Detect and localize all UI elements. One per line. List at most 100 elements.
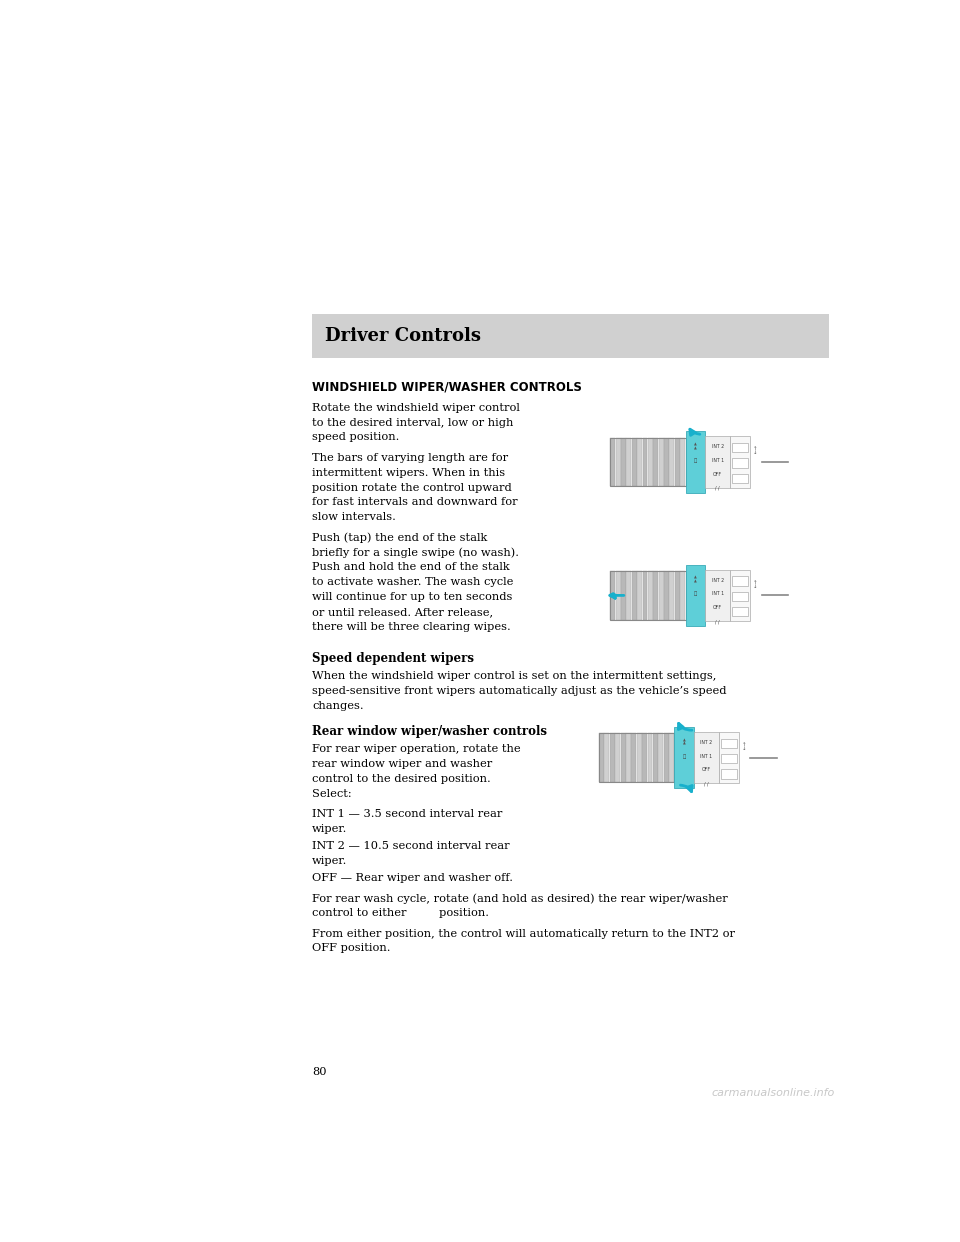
FancyBboxPatch shape (732, 592, 748, 601)
Text: changes.: changes. (312, 700, 364, 710)
Text: For rear wiper operation, rotate the: For rear wiper operation, rotate the (312, 744, 520, 754)
FancyBboxPatch shape (626, 733, 631, 782)
Text: speed position.: speed position. (312, 432, 399, 442)
Text: briefly for a single swipe (no wash).: briefly for a single swipe (no wash). (312, 548, 519, 558)
Text: ↑
↓: ↑ ↓ (741, 741, 746, 751)
FancyBboxPatch shape (732, 607, 748, 616)
FancyBboxPatch shape (675, 437, 680, 487)
Text: OFF — Rear wiper and washer off.: OFF — Rear wiper and washer off. (312, 873, 513, 883)
FancyBboxPatch shape (731, 436, 750, 488)
Text: / /: / / (705, 781, 708, 786)
FancyBboxPatch shape (636, 733, 641, 782)
Text: ⌒: ⌒ (694, 458, 697, 463)
Text: wiper.: wiper. (312, 825, 348, 835)
FancyBboxPatch shape (621, 571, 626, 620)
FancyBboxPatch shape (621, 437, 626, 487)
FancyBboxPatch shape (654, 571, 659, 620)
FancyBboxPatch shape (632, 571, 636, 620)
Text: to the desired interval, low or high: to the desired interval, low or high (312, 417, 514, 427)
Text: WINDSHIELD WIPER/WASHER CONTROLS: WINDSHIELD WIPER/WASHER CONTROLS (312, 380, 582, 394)
FancyBboxPatch shape (648, 437, 653, 487)
Text: When the windshield wiper control is set on the intermittent settings,: When the windshield wiper control is set… (312, 671, 716, 681)
Text: will continue for up to ten seconds: will continue for up to ten seconds (312, 592, 513, 602)
FancyBboxPatch shape (663, 733, 668, 782)
FancyBboxPatch shape (721, 754, 736, 763)
Text: The bars of varying length are for: The bars of varying length are for (312, 453, 508, 463)
Text: ▲
▲: ▲ ▲ (694, 442, 697, 451)
FancyBboxPatch shape (669, 571, 674, 620)
FancyBboxPatch shape (706, 570, 731, 621)
FancyBboxPatch shape (637, 571, 642, 620)
FancyBboxPatch shape (648, 571, 653, 620)
Text: 80: 80 (312, 1067, 326, 1077)
FancyBboxPatch shape (706, 436, 731, 488)
FancyBboxPatch shape (615, 733, 620, 782)
Text: INT 2 — 10.5 second interval rear: INT 2 — 10.5 second interval rear (312, 841, 510, 851)
Text: ▲
▲: ▲ ▲ (683, 738, 685, 745)
FancyBboxPatch shape (681, 437, 685, 487)
FancyBboxPatch shape (664, 437, 669, 487)
FancyBboxPatch shape (685, 565, 706, 626)
FancyBboxPatch shape (732, 576, 748, 586)
Text: intermittent wipers. When in this: intermittent wipers. When in this (312, 468, 505, 478)
FancyBboxPatch shape (642, 571, 647, 620)
Text: position rotate the control upward: position rotate the control upward (312, 483, 512, 493)
Text: INT 1: INT 1 (711, 458, 724, 463)
Text: Driver Controls: Driver Controls (325, 327, 481, 344)
FancyBboxPatch shape (605, 733, 610, 782)
Text: to activate washer. The wash cycle: to activate washer. The wash cycle (312, 578, 514, 587)
FancyBboxPatch shape (632, 733, 636, 782)
Text: wiper.: wiper. (312, 856, 348, 866)
Text: ⌒: ⌒ (683, 754, 685, 759)
FancyBboxPatch shape (721, 739, 736, 748)
FancyBboxPatch shape (615, 571, 620, 620)
Text: Rotate the windshield wiper control: Rotate the windshield wiper control (312, 402, 519, 412)
FancyBboxPatch shape (659, 437, 663, 487)
FancyBboxPatch shape (627, 437, 632, 487)
Text: Push and hold the end of the stalk: Push and hold the end of the stalk (312, 563, 510, 573)
Text: control to the desired position.: control to the desired position. (312, 774, 491, 784)
FancyBboxPatch shape (642, 437, 647, 487)
Text: there will be three clearing wipes.: there will be three clearing wipes. (312, 622, 511, 632)
Text: ▲
▲: ▲ ▲ (694, 576, 697, 584)
Text: for fast intervals and downward for: for fast intervals and downward for (312, 497, 517, 508)
Text: carmanualsonline.info: carmanualsonline.info (711, 1088, 834, 1098)
FancyBboxPatch shape (731, 570, 750, 621)
FancyBboxPatch shape (648, 733, 653, 782)
FancyBboxPatch shape (620, 733, 626, 782)
Text: OFF position.: OFF position. (312, 944, 391, 954)
FancyBboxPatch shape (664, 571, 669, 620)
FancyBboxPatch shape (610, 733, 614, 782)
Text: INT 1 — 3.5 second interval rear: INT 1 — 3.5 second interval rear (312, 810, 502, 820)
FancyBboxPatch shape (721, 769, 736, 779)
Text: speed-sensitive front wipers automatically adjust as the vehicle’s speed: speed-sensitive front wipers automatical… (312, 686, 727, 696)
FancyBboxPatch shape (637, 437, 642, 487)
FancyBboxPatch shape (732, 473, 748, 483)
Text: ↑
↓: ↑ ↓ (753, 446, 757, 456)
Text: ⌒: ⌒ (694, 591, 697, 596)
FancyBboxPatch shape (681, 571, 685, 620)
Text: INT 1: INT 1 (711, 591, 724, 596)
Text: / /: / / (715, 619, 720, 623)
Text: or until released. After release,: or until released. After release, (312, 607, 493, 617)
FancyBboxPatch shape (642, 733, 647, 782)
FancyBboxPatch shape (659, 571, 663, 620)
Text: Push (tap) the end of the stalk: Push (tap) the end of the stalk (312, 533, 488, 543)
FancyBboxPatch shape (312, 313, 829, 358)
FancyBboxPatch shape (627, 571, 632, 620)
FancyBboxPatch shape (732, 458, 748, 468)
Text: slow intervals.: slow intervals. (312, 512, 396, 522)
Text: Speed dependent wipers: Speed dependent wipers (312, 652, 474, 664)
Text: Select:: Select: (312, 789, 351, 799)
Text: control to either         position.: control to either position. (312, 908, 489, 918)
FancyBboxPatch shape (675, 571, 680, 620)
Text: For rear wash cycle, rotate (and hold as desired) the rear wiper/washer: For rear wash cycle, rotate (and hold as… (312, 893, 728, 904)
FancyBboxPatch shape (685, 431, 706, 493)
FancyBboxPatch shape (611, 571, 615, 620)
Text: / /: / / (715, 486, 720, 491)
FancyBboxPatch shape (654, 437, 659, 487)
FancyBboxPatch shape (659, 733, 663, 782)
Text: INT 2: INT 2 (711, 445, 724, 450)
Text: INT 2: INT 2 (701, 740, 712, 745)
FancyBboxPatch shape (611, 437, 615, 487)
